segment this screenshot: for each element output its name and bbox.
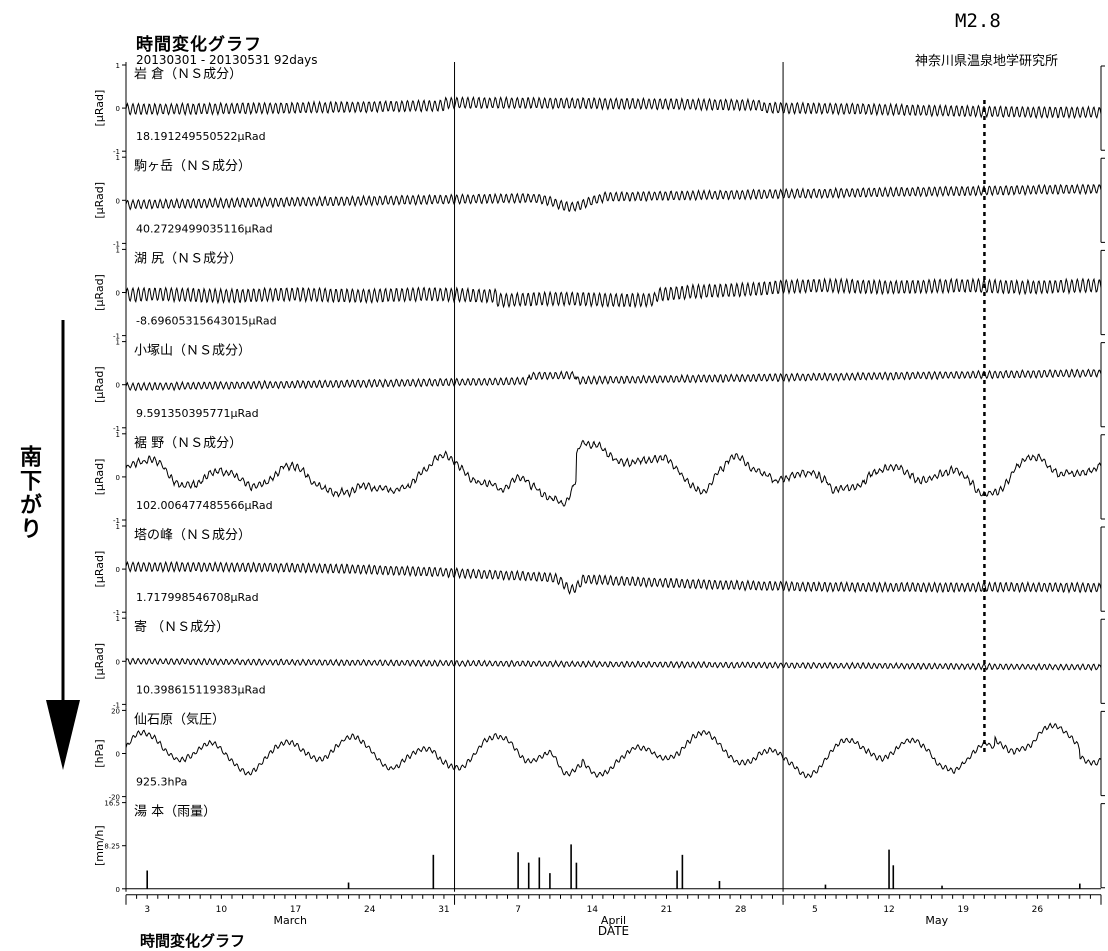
panel-unit-label: [μRad] [93, 182, 106, 219]
y-tick-label: -20 [109, 794, 120, 802]
panel-right-bracket [1100, 618, 1105, 704]
footer-title: 時間変化グラフ [140, 932, 246, 950]
panel-unit-label: [μRad] [93, 366, 106, 403]
event-magnitude-label: M2.8 [955, 10, 1001, 32]
panel-station-label: 塔の峰（ＮＳ成分） [134, 528, 251, 543]
panel-station-label: 駒ヶ岳（ＮＳ成分） [134, 159, 251, 174]
y-tick-label: 20 [111, 707, 120, 715]
y-tick-label: -1 [113, 517, 120, 525]
panel-right-bracket [1100, 342, 1105, 428]
month-label: May [925, 914, 948, 927]
panel-right-bracket [1100, 157, 1105, 243]
series-line [125, 368, 1102, 392]
x-tick-label: 3 [144, 905, 150, 915]
x-tick-label: 12 [883, 905, 894, 915]
x-tick-label: 21 [661, 905, 672, 915]
y-tick-label: -1 [113, 148, 120, 156]
y-tick-label: 1 [116, 431, 120, 439]
panel-offset-label: 925.3hPa [136, 776, 187, 789]
x-tick-label: 19 [958, 905, 970, 915]
y-tick-label: 0 [116, 751, 120, 759]
x-tick-label: 14 [587, 905, 599, 915]
panel-station-label: 小塚山（ＮＳ成分） [134, 344, 251, 359]
y-tick-label: -1 [113, 701, 120, 709]
panel-offset-label: 102.006477485566μRad [136, 499, 273, 512]
x-tick-label: 17 [290, 905, 301, 915]
panel-right-bracket [1100, 434, 1105, 520]
y-tick-label: 0 [116, 290, 120, 298]
panel-unit-label: [hPa] [93, 739, 106, 767]
y-tick-label: 0 [116, 382, 120, 390]
panel-right-bracket [1100, 65, 1105, 151]
panel-station-label: 寄 （ＮＳ成分） [134, 619, 229, 635]
x-tick-label: 26 [1032, 905, 1044, 915]
y-tick-label: -1 [113, 333, 120, 341]
y-tick-label: 1 [116, 523, 120, 531]
y-tick-label: 0 [116, 197, 120, 205]
panel-unit-label: [μRad] [93, 90, 106, 127]
panel-unit-label: [μRad] [93, 551, 106, 588]
panel-unit-label: [mm/h] [93, 825, 106, 866]
chart-period: 20130301 - 20130531 92days [136, 53, 318, 67]
panel-station-label: 湖 尻（ＮＳ成分） [134, 251, 242, 266]
panel-right-bracket [1100, 526, 1105, 612]
y-tick-label: 0 [116, 566, 120, 574]
panel-offset-label: 18.191249550522μRad [136, 130, 266, 143]
y-tick-label: 0 [116, 886, 120, 894]
y-tick-label: 16.5 [104, 800, 120, 808]
x-axis-title: DATE [598, 924, 629, 938]
month-label: March [273, 914, 307, 927]
series-line [125, 722, 1102, 779]
series-line [125, 657, 1102, 672]
x-tick-label: 28 [735, 905, 747, 915]
panel-station-label: 岩 倉（ＮＳ成分） [134, 67, 242, 82]
x-tick-label: 5 [812, 905, 818, 915]
y-tick-label: 0 [116, 474, 120, 482]
y-tick-label: 0 [116, 105, 120, 113]
panel-unit-label: [μRad] [93, 459, 106, 496]
series-line [125, 560, 1102, 596]
panel-unit-label: [μRad] [93, 274, 106, 311]
panel-right-bracket [1100, 249, 1105, 336]
panel-offset-label: 40.2729499035116μRad [136, 222, 273, 235]
y-tick-label: 1 [116, 62, 120, 70]
chart-title: 時間変化グラフ [136, 35, 262, 55]
series-line [125, 439, 1102, 507]
panel-offset-label: 9.591350395771μRad [136, 407, 259, 420]
x-tick-label: 31 [438, 905, 449, 915]
y-tick-label: -1 [113, 240, 120, 248]
panel-offset-label: 10.398615119383μRad [136, 683, 266, 696]
series-line [125, 277, 1102, 309]
series-line [125, 183, 1102, 212]
y-tick-label: 0 [116, 658, 120, 666]
panel-offset-label: 1.717998546708μRad [136, 591, 259, 604]
panel-right-bracket [1100, 803, 1105, 889]
y-tick-label: -1 [113, 425, 120, 433]
panel-offset-label: -8.69605315643015μRad [136, 315, 277, 328]
panel-right-bracket [1100, 710, 1105, 797]
organization-label: 神奈川県温泉地学研究所 [915, 54, 1059, 69]
series-line [125, 95, 1102, 120]
y-tick-label: 1 [116, 339, 120, 347]
y-tick-label: 1 [116, 246, 120, 254]
trend-label: 南下がり [16, 445, 41, 541]
trend-arrow-head [46, 700, 80, 770]
x-tick-label: 7 [515, 905, 521, 915]
y-tick-label: 1 [116, 615, 120, 623]
y-tick-label: 1 [116, 154, 120, 162]
y-tick-label: 8.25 [104, 843, 120, 851]
panel-station-label: 湯 本（雨量） [134, 805, 216, 820]
x-tick-label: 10 [216, 905, 228, 915]
panel-station-label: 裾 野（ＮＳ成分） [134, 436, 242, 451]
y-tick-label: -1 [113, 609, 120, 617]
month-label: April [601, 914, 626, 927]
panel-unit-label: [μRad] [93, 643, 106, 680]
x-tick-label: 24 [364, 905, 376, 915]
panel-station-label: 仙石原（気圧） [134, 711, 225, 727]
